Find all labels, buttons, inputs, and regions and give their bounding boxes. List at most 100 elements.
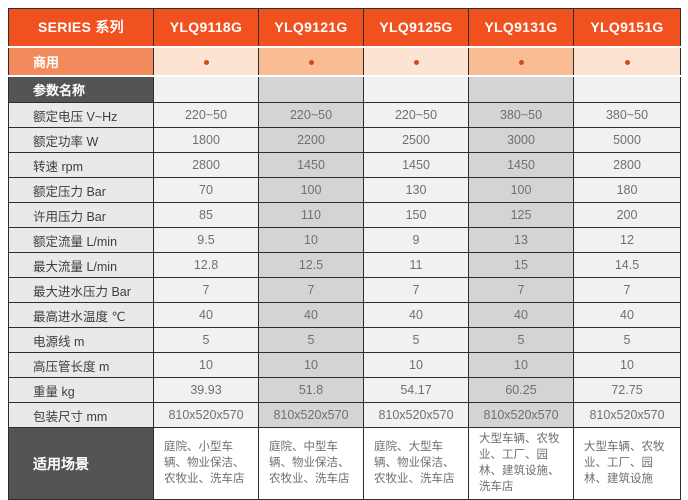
param-value: 810x520x570 <box>363 402 469 428</box>
commercial-dot-icon <box>518 60 524 65</box>
param-value: 40 <box>573 302 681 328</box>
param-value: 2200 <box>258 127 364 153</box>
param-value: 2800 <box>573 152 681 178</box>
param-value: 9.5 <box>153 227 259 253</box>
param-value: 110 <box>258 202 364 228</box>
param-value: 40 <box>153 302 259 328</box>
param-value: 2800 <box>153 152 259 178</box>
scenario-label: 适用场景 <box>8 426 154 500</box>
param-label: 许用压力 Bar <box>8 202 154 228</box>
param-value: 100 <box>258 177 364 203</box>
scenario-cell: 庭院、小型车辆、物业保洁、农牧业、洗车店 <box>153 426 259 500</box>
param-row: 转速 rpm 2800 1450 1450 1450 2800 <box>8 152 681 178</box>
param-value: 2500 <box>363 127 469 153</box>
param-value: 5 <box>573 327 681 353</box>
param-value: 13 <box>468 227 574 253</box>
model-header-row: SERIES 系列 YLQ9118G YLQ9121G YLQ9125G YLQ… <box>8 8 681 48</box>
param-section-label: 参数名称 <box>8 75 154 103</box>
param-value: 40 <box>468 302 574 328</box>
scenario-cell: 大型车辆、农牧业、工厂、园林、建筑设施 <box>573 426 681 500</box>
param-label: 重量 kg <box>8 377 154 403</box>
param-value: 5 <box>468 327 574 353</box>
commercial-label: 商用 <box>8 46 154 77</box>
param-value: 125 <box>468 202 574 228</box>
param-value: 40 <box>363 302 469 328</box>
commercial-cell <box>153 46 259 77</box>
param-value: 10 <box>573 352 681 378</box>
model-header: YLQ9151G <box>573 8 681 48</box>
param-value: 11 <box>363 252 469 278</box>
param-label: 额定电压 V~Hz <box>8 102 154 128</box>
param-value: 5000 <box>573 127 681 153</box>
model-header: YLQ9118G <box>153 8 259 48</box>
param-value: 60.25 <box>468 377 574 403</box>
param-value: 180 <box>573 177 681 203</box>
param-value: 12.5 <box>258 252 364 278</box>
param-row: 额定电压 V~Hz 220~50 220~50 220~50 380~50 38… <box>8 102 681 128</box>
param-value: 380~50 <box>573 102 681 128</box>
param-value: 380~50 <box>468 102 574 128</box>
param-label: 额定压力 Bar <box>8 177 154 203</box>
param-value: 14.5 <box>573 252 681 278</box>
param-section-row: 参数名称 <box>8 75 681 103</box>
empty-cell <box>258 75 364 103</box>
commercial-cell <box>468 46 574 77</box>
empty-cell <box>153 75 259 103</box>
param-label: 包装尺寸 mm <box>8 402 154 428</box>
param-value: 5 <box>258 327 364 353</box>
model-header: YLQ9125G <box>363 8 469 48</box>
param-value: 1450 <box>363 152 469 178</box>
commercial-dot-icon <box>203 60 209 65</box>
param-value: 1450 <box>258 152 364 178</box>
param-value: 15 <box>468 252 574 278</box>
param-value: 70 <box>153 177 259 203</box>
empty-cell <box>573 75 681 103</box>
param-label: 转速 rpm <box>8 152 154 178</box>
param-value: 39.93 <box>153 377 259 403</box>
param-row: 包装尺寸 mm 810x520x570 810x520x570 810x520x… <box>8 402 681 428</box>
param-value: 7 <box>363 277 469 303</box>
commercial-row: 商用 <box>8 46 681 77</box>
param-value: 220~50 <box>258 102 364 128</box>
param-value: 130 <box>363 177 469 203</box>
param-value: 40 <box>258 302 364 328</box>
param-value: 7 <box>258 277 364 303</box>
param-row: 最高进水温度 ℃ 40 40 40 40 40 <box>8 302 681 328</box>
commercial-cell <box>363 46 469 77</box>
param-label: 最大进水压力 Bar <box>8 277 154 303</box>
param-label: 高压管长度 m <box>8 352 154 378</box>
param-row: 电源线 m 5 5 5 5 5 <box>8 327 681 353</box>
param-value: 10 <box>153 352 259 378</box>
param-label: 最大流量 L/min <box>8 252 154 278</box>
param-value: 150 <box>363 202 469 228</box>
param-value: 5 <box>153 327 259 353</box>
param-value: 200 <box>573 202 681 228</box>
commercial-cell <box>258 46 364 77</box>
param-row: 额定压力 Bar 70 100 130 100 180 <box>8 177 681 203</box>
param-value: 810x520x570 <box>468 402 574 428</box>
param-value: 220~50 <box>363 102 469 128</box>
commercial-dot-icon <box>308 60 314 65</box>
param-row: 额定功率 W 1800 2200 2500 3000 5000 <box>8 127 681 153</box>
scenario-cell: 大型车辆、农牧业、工厂、园林、建筑设施、洗车店 <box>468 426 574 500</box>
param-label: 额定功率 W <box>8 127 154 153</box>
param-value: 1450 <box>468 152 574 178</box>
param-value: 10 <box>258 352 364 378</box>
param-rows-body: 额定电压 V~Hz 220~50 220~50 220~50 380~50 38… <box>8 102 681 428</box>
model-header: YLQ9131G <box>468 8 574 48</box>
empty-cell <box>363 75 469 103</box>
param-value: 10 <box>258 227 364 253</box>
param-value: 51.8 <box>258 377 364 403</box>
param-label: 最高进水温度 ℃ <box>8 302 154 328</box>
param-row: 最大进水压力 Bar 7 7 7 7 7 <box>8 277 681 303</box>
param-value: 72.75 <box>573 377 681 403</box>
param-row: 许用压力 Bar 85 110 150 125 200 <box>8 202 681 228</box>
param-value: 220~50 <box>153 102 259 128</box>
empty-cell <box>468 75 574 103</box>
spec-table: SERIES 系列 YLQ9118G YLQ9121G YLQ9125G YLQ… <box>8 8 681 500</box>
scenario-cell: 庭院、大型车辆、物业保洁、农牧业、洗车店 <box>363 426 469 500</box>
param-value: 3000 <box>468 127 574 153</box>
param-value: 9 <box>363 227 469 253</box>
commercial-dot-icon <box>413 60 419 65</box>
param-value: 12 <box>573 227 681 253</box>
